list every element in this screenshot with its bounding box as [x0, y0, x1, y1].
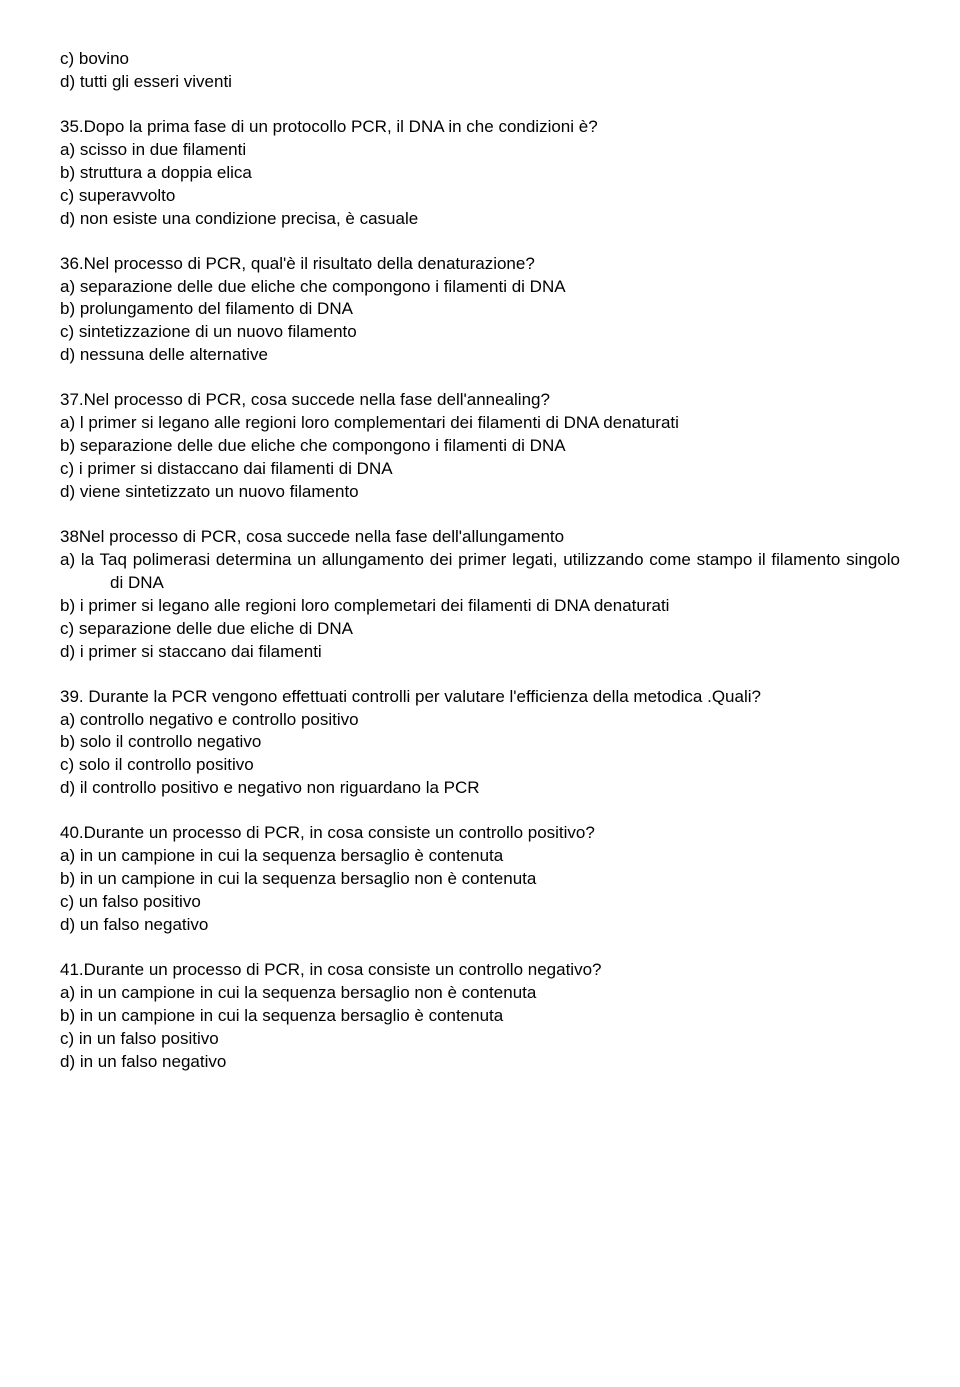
option-d: d) nessuna delle alternative [60, 344, 900, 367]
option-c: c) separazione delle due eliche di DNA [60, 618, 900, 641]
question-38: 38Nel processo di PCR, cosa succede nell… [60, 526, 900, 664]
option-b: b) in un campione in cui la sequenza ber… [60, 868, 900, 891]
question-text: 40.Durante un processo di PCR, in cosa c… [60, 822, 900, 845]
option-b: b) solo il controllo negativo [60, 731, 900, 754]
question-37: 37.Nel processo di PCR, cosa succede nel… [60, 389, 900, 504]
option-d: d) il controllo positivo e negativo non … [60, 777, 900, 800]
option-c: c) solo il controllo positivo [60, 754, 900, 777]
option-c: c) i primer si distaccano dai filamenti … [60, 458, 900, 481]
option-a: a) l primer si legano alle regioni loro … [60, 412, 900, 435]
option-b: b) in un campione in cui la sequenza ber… [60, 1005, 900, 1028]
question-35: 35.Dopo la prima fase di un protocollo P… [60, 116, 900, 231]
orphan-options: c) bovino d) tutti gli esseri viventi [60, 48, 900, 94]
option-c: c) bovino [60, 48, 900, 71]
option-d: d) viene sintetizzato un nuovo filamento [60, 481, 900, 504]
option-d: d) non esiste una condizione precisa, è … [60, 208, 900, 231]
option-d: d) i primer si staccano dai filamenti [60, 641, 900, 664]
option-c: c) sintetizzazione di un nuovo filamento [60, 321, 900, 344]
option-d: d) in un falso negativo [60, 1051, 900, 1074]
question-text: 37.Nel processo di PCR, cosa succede nel… [60, 389, 900, 412]
option-b: b) struttura a doppia elica [60, 162, 900, 185]
option-b: b) prolungamento del filamento di DNA [60, 298, 900, 321]
option-a: a) in un campione in cui la sequenza ber… [60, 982, 900, 1005]
option-a: a) controllo negativo e controllo positi… [60, 709, 900, 732]
option-a: a) separazione delle due eliche che comp… [60, 276, 900, 299]
question-text: 38Nel processo di PCR, cosa succede nell… [60, 526, 900, 549]
question-text: 39. Durante la PCR vengono effettuati co… [60, 686, 900, 709]
option-c: c) in un falso positivo [60, 1028, 900, 1051]
question-41: 41.Durante un processo di PCR, in cosa c… [60, 959, 900, 1074]
question-text: 36.Nel processo di PCR, qual'è il risult… [60, 253, 900, 276]
option-a: a) in un campione in cui la sequenza ber… [60, 845, 900, 868]
question-text: 41.Durante un processo di PCR, in cosa c… [60, 959, 900, 982]
option-b: b) i primer si legano alle regioni loro … [60, 595, 900, 618]
question-39: 39. Durante la PCR vengono effettuati co… [60, 686, 900, 801]
question-text: 35.Dopo la prima fase di un protocollo P… [60, 116, 900, 139]
option-c: c) un falso positivo [60, 891, 900, 914]
option-d: d) un falso negativo [60, 914, 900, 937]
option-d: d) tutti gli esseri viventi [60, 71, 900, 94]
option-c: c) superavvolto [60, 185, 900, 208]
option-a: a) scisso in due filamenti [60, 139, 900, 162]
option-a: a) la Taq polimerasi determina un allung… [60, 549, 900, 595]
question-36: 36.Nel processo di PCR, qual'è il risult… [60, 253, 900, 368]
question-40: 40.Durante un processo di PCR, in cosa c… [60, 822, 900, 937]
option-b: b) separazione delle due eliche che comp… [60, 435, 900, 458]
